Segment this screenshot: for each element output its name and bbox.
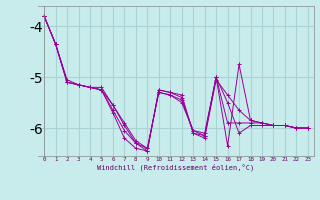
X-axis label: Windchill (Refroidissement éolien,°C): Windchill (Refroidissement éolien,°C) bbox=[97, 163, 255, 171]
